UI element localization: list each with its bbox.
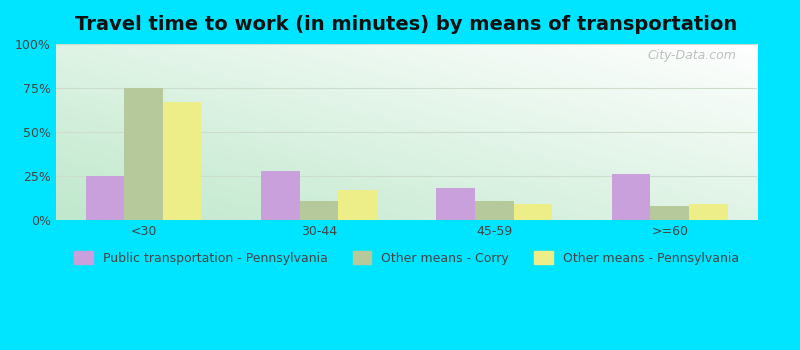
Bar bbox=[612, 174, 650, 220]
Bar bbox=[437, 188, 475, 220]
Bar bbox=[124, 88, 162, 220]
Bar bbox=[299, 201, 338, 220]
Legend: Public transportation - Pennsylvania, Other means - Corry, Other means - Pennsyl: Public transportation - Pennsylvania, Ot… bbox=[69, 246, 744, 270]
Bar bbox=[162, 102, 202, 220]
Text: City-Data.com: City-Data.com bbox=[647, 49, 737, 62]
Bar bbox=[689, 204, 728, 220]
Bar bbox=[650, 206, 689, 220]
Bar bbox=[514, 204, 552, 220]
Bar bbox=[338, 190, 377, 220]
Bar bbox=[475, 201, 514, 220]
Bar bbox=[86, 176, 124, 220]
Title: Travel time to work (in minutes) by means of transportation: Travel time to work (in minutes) by mean… bbox=[75, 15, 738, 34]
Bar bbox=[261, 171, 299, 220]
